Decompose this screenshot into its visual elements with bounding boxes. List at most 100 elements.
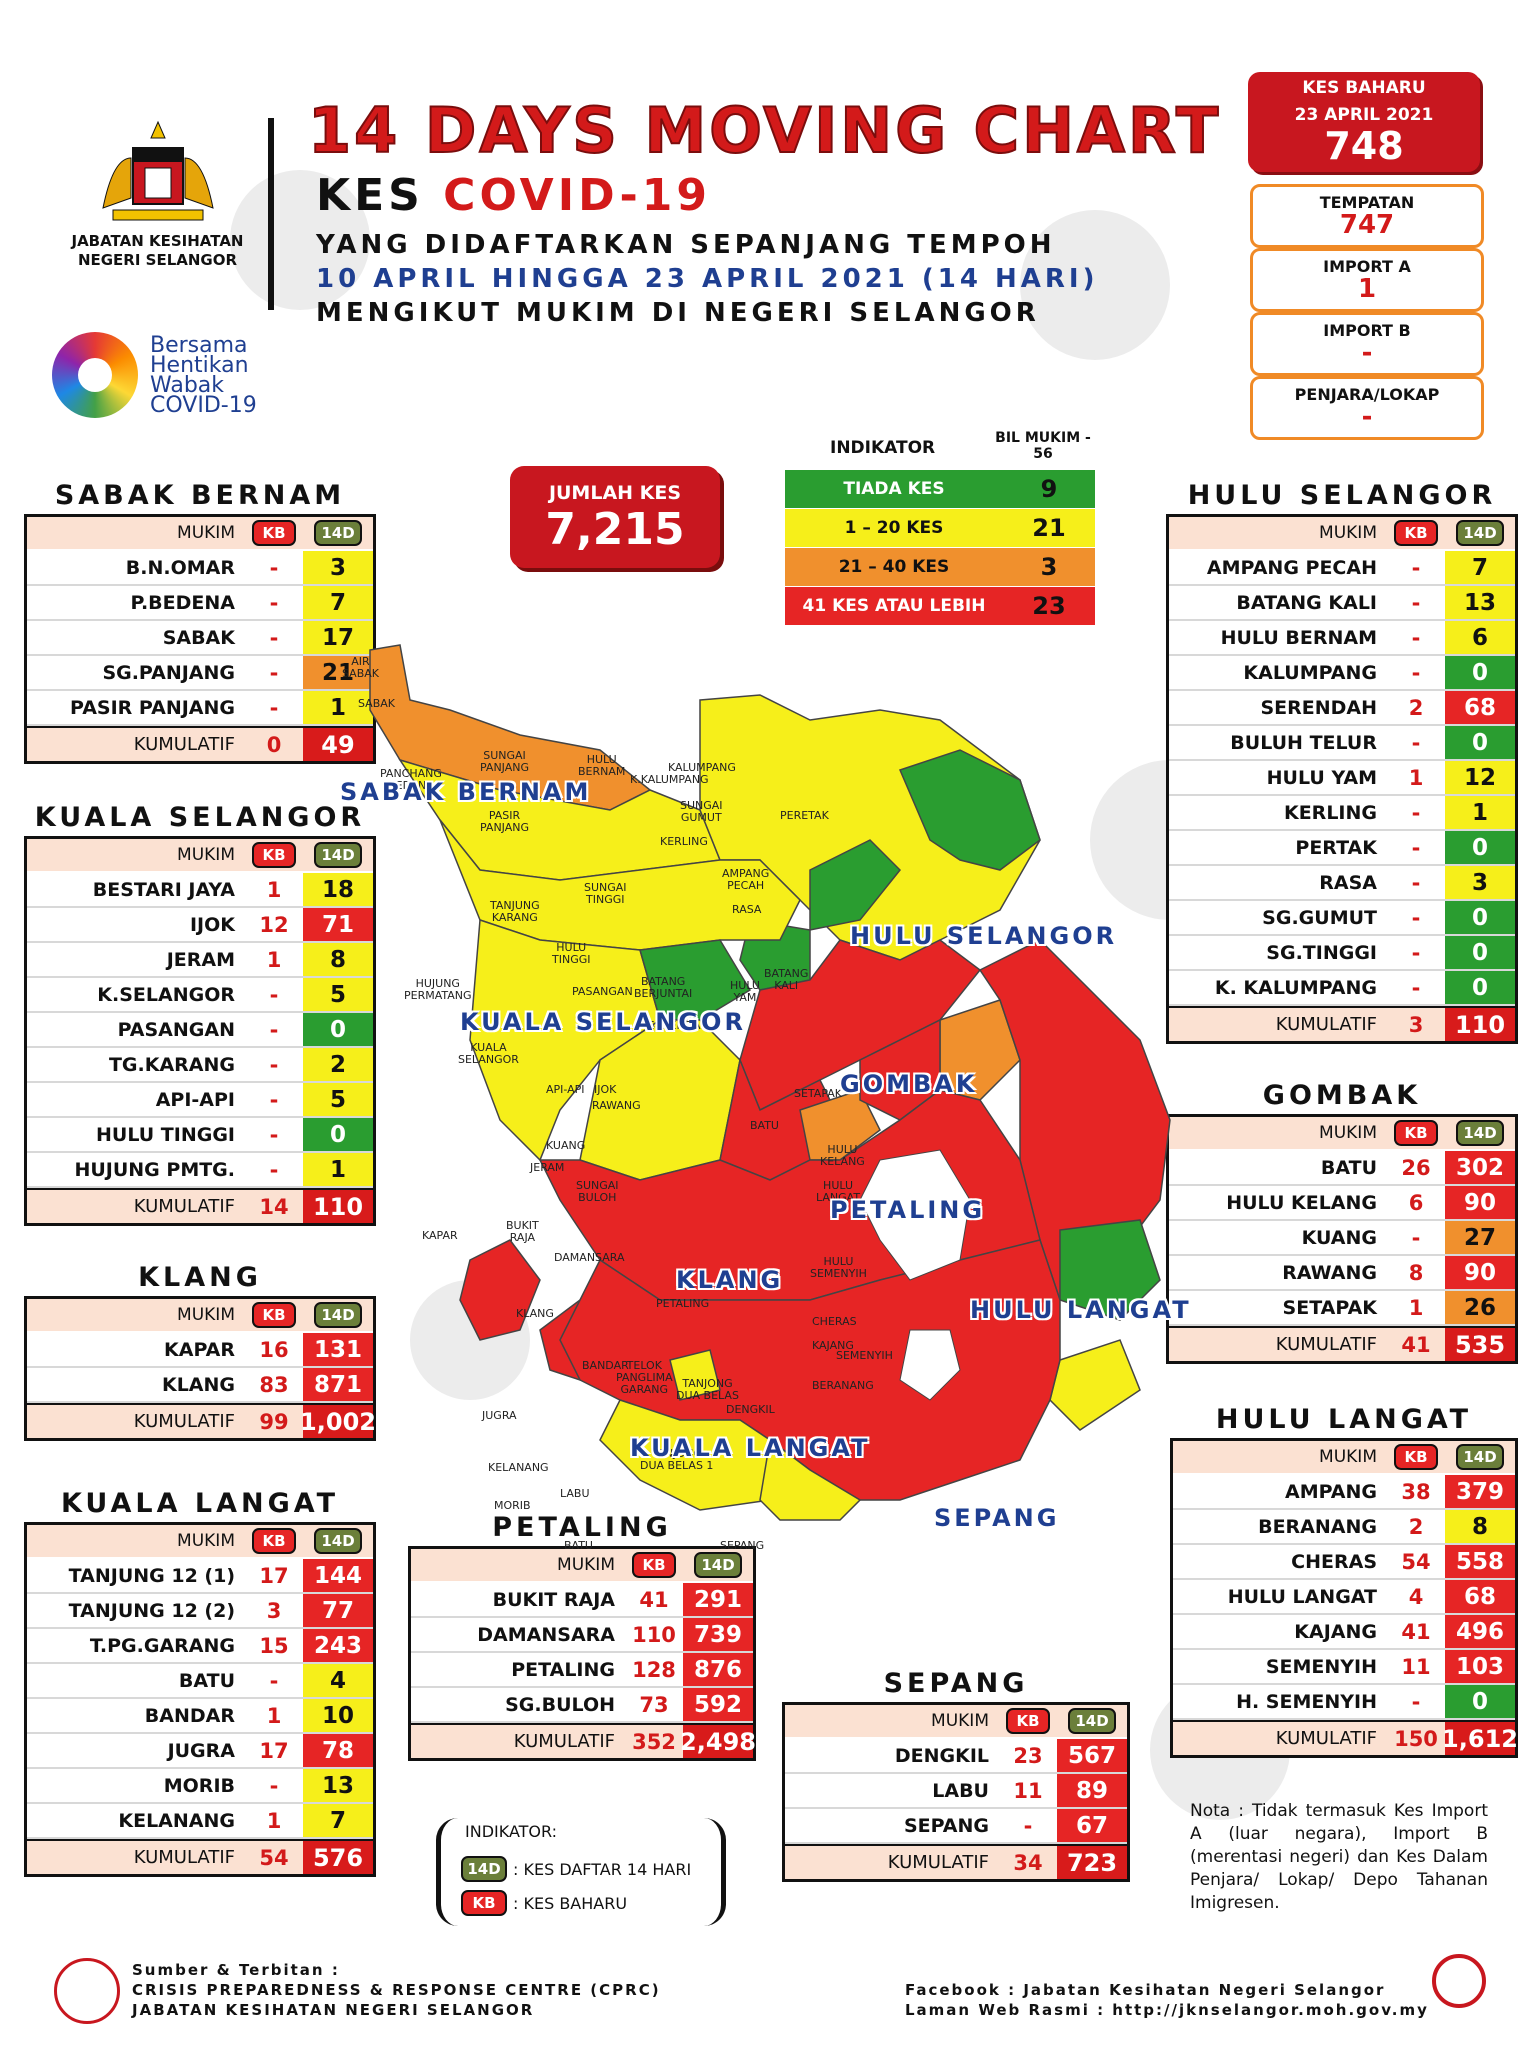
indicator-label: 21 – 40 KES xyxy=(785,548,1003,586)
mukim-map-label: TANJONG DUA BELAS 1 xyxy=(640,1447,714,1472)
column-header-kb: KB xyxy=(252,1302,296,1328)
mukim-name: DENGKIL xyxy=(894,1744,989,1767)
breakdown-box: TEMPATAN 747 xyxy=(1250,184,1484,248)
d14-value: 0 xyxy=(1445,936,1515,969)
mukim-name: KLANG xyxy=(161,1373,235,1396)
column-header-kb-cell: KB xyxy=(245,1528,303,1554)
indicator-count: 9 xyxy=(1003,470,1095,508)
d14-value: 12 xyxy=(1445,761,1515,794)
period-line-2: 10 APRIL HINGGA 23 APRIL 2021 (14 HARI) xyxy=(316,264,1099,294)
cumulative-d14: 535 xyxy=(1445,1328,1515,1361)
table-row: RASA -3 xyxy=(1169,866,1515,901)
kb-value: 1 xyxy=(1408,765,1424,790)
table-row: HULU KELANG 6 90 xyxy=(1169,1186,1515,1221)
column-header-14d-cell: 14D xyxy=(303,842,373,868)
mukim-map-label: KLANG xyxy=(516,1307,554,1320)
kb-value: - xyxy=(269,590,279,615)
kb-value: - xyxy=(1411,835,1421,860)
mukim-map-label: LABU xyxy=(560,1487,590,1500)
cumulative-label: KUMULATIF xyxy=(1275,1334,1377,1355)
district-table: MUKIM KB 14D DENGKIL 23 567 LABU 11 89 SEPANG -67 K… xyxy=(782,1702,1130,1882)
nota-text: Nota : Tidak termasuk Kes Import A (luar… xyxy=(1190,1801,1488,1913)
kb-value: 6 xyxy=(1408,1190,1424,1215)
indicator-header: INDIKATOR BIL MUKIM - 56 xyxy=(785,430,1095,470)
breakdown-value: 747 xyxy=(1339,210,1395,240)
d14-value: 26 xyxy=(1445,1291,1515,1324)
mukim-map-label: DAMANSARA xyxy=(554,1251,625,1264)
period-line-3: MENGIKUT MUKIM DI NEGERI SELANGOR xyxy=(316,298,1040,328)
d14-value: 68 xyxy=(1445,1580,1515,1613)
table-row: K. KALUMPANG -0 xyxy=(1169,971,1515,1006)
mukim-map-label: TANJUNG KARANG xyxy=(490,899,540,924)
kb-value: - xyxy=(269,555,279,580)
kb-value: 54 xyxy=(1401,1549,1431,1574)
kb-value: 8 xyxy=(1408,1260,1424,1285)
mukim-map-label: JERAM xyxy=(530,1161,565,1174)
d14-value: 567 xyxy=(1057,1739,1127,1772)
mukim-name: BERANANG xyxy=(1258,1515,1377,1538)
virus-decoration xyxy=(1020,210,1170,360)
mukim-map-label: KAJANG xyxy=(812,1339,854,1352)
mukim-map-label: KUALA SELANGOR xyxy=(458,1041,519,1066)
mukim-name: IJOK xyxy=(189,913,235,936)
column-header-mukim: MUKIM xyxy=(177,523,235,543)
mukim-map-label: HULU SEMENYIH xyxy=(810,1255,867,1280)
map-label-gombak: GOMBAK xyxy=(840,1070,978,1098)
ministry-label: JABATAN KESIHATAN xyxy=(71,232,244,250)
kb-value: - xyxy=(1411,660,1421,685)
d14-value: 71 xyxy=(303,908,373,941)
table-row: AMPANG PECAH -7 xyxy=(1169,551,1515,586)
cumulative-row: KUMULATIF 3 110 xyxy=(1169,1006,1515,1041)
mukim-name: T.PG.GARANG xyxy=(89,1634,235,1657)
kb-value: - xyxy=(1411,1225,1421,1250)
d14-value: 876 xyxy=(683,1653,753,1686)
legend-item-kb: KB : KES BAHARU xyxy=(461,1890,627,1916)
kb-value: 23 xyxy=(1013,1743,1043,1768)
column-header-kb: KB xyxy=(632,1552,676,1578)
table-row: AMPANG 38 379 xyxy=(1173,1475,1515,1510)
d14-value: 0 xyxy=(303,1118,373,1151)
breakdown-box: IMPORT A 1 xyxy=(1250,248,1484,312)
table-row: KLANG 83 871 xyxy=(27,1368,373,1403)
table-row: BATANG KALI -13 xyxy=(1169,586,1515,621)
d14-value: 0 xyxy=(1445,901,1515,934)
table-row: SABAK -17 xyxy=(27,621,373,656)
mukim-map-label: PASIR PANJANG xyxy=(480,809,530,834)
table-header-row: MUKIM KB 14D xyxy=(1173,1441,1515,1475)
footer-facebook[interactable]: Facebook : Jabatan Kesihatan Negeri Sela… xyxy=(905,1981,1386,1999)
d14-value: 13 xyxy=(1445,586,1515,619)
cumulative-row: KUMULATIF 0 49 xyxy=(27,726,373,761)
mukim-name: B.N.OMAR xyxy=(125,556,235,579)
kb-value: - xyxy=(269,982,279,1007)
kb-value: - xyxy=(269,1668,279,1693)
kb-value: - xyxy=(1411,555,1421,580)
mukim-map-label: SUNGAI BULOH xyxy=(576,1179,619,1204)
mukim-map-label: BERANANG xyxy=(812,1379,874,1392)
footer-website[interactable]: Laman Web Rasmi : http://jknselangor.moh… xyxy=(905,2001,1429,2019)
cumulative-kb: 150 xyxy=(1394,1726,1438,1751)
total-label: JUMLAH KES xyxy=(548,482,682,504)
column-header-kb: KB xyxy=(1006,1708,1050,1734)
kb-value: 110 xyxy=(632,1622,676,1647)
mukim-name: MORIB xyxy=(163,1774,235,1797)
campaign-word: Bersama xyxy=(150,333,248,358)
cumulative-label: KUMULATIF xyxy=(887,1852,989,1873)
indicator-label: 41 KES ATAU LEBIH xyxy=(785,587,1003,625)
mukim-map-label: HULU KELANG xyxy=(820,1143,865,1168)
cumulative-kb: 3 xyxy=(1408,1012,1424,1037)
district-table-sepang: SEPANG MUKIM KB 14D DENGKIL 23 567 LABU 11 89 SEPA… xyxy=(782,1668,1130,1882)
kb-value: - xyxy=(269,1017,279,1042)
column-header-mukim: MUKIM xyxy=(177,1305,235,1325)
cumulative-kb: 352 xyxy=(632,1729,676,1754)
district-table-petaling: PETALING MUKIM KB 14D BUKIT RAJA 41 291 DAMANSA… xyxy=(408,1512,756,1761)
d14-value: 131 xyxy=(303,1333,373,1366)
d14-value: 90 xyxy=(1445,1186,1515,1219)
kb-value: 83 xyxy=(259,1372,289,1397)
d14-value: 27 xyxy=(1445,1221,1515,1254)
kb-value: 4 xyxy=(1408,1584,1424,1609)
mukim-name: JUGRA xyxy=(167,1739,235,1762)
cumulative-label: KUMULATIF xyxy=(513,1731,615,1752)
table-row: PETALING 128 876 xyxy=(411,1653,753,1688)
mukim-name: SABAK xyxy=(162,626,235,649)
map-svg xyxy=(369,644,1171,1521)
